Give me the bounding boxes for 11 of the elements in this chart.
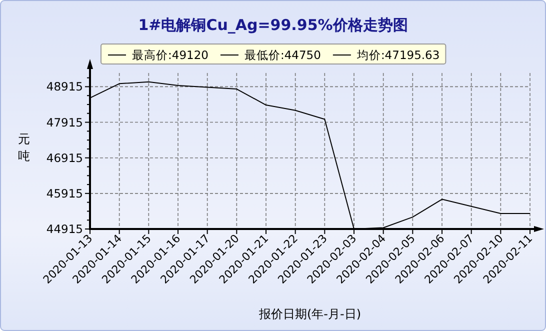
text: 最高价:49120 — [132, 48, 208, 62]
y-tick-label: 46915 — [46, 150, 83, 165]
y-tick-label: 48915 — [46, 80, 83, 94]
chart-title: 1#电解铜Cu_Ag=99.95%价格走势图 — [138, 16, 408, 34]
x-axis-title: 报价日期(年-月-日) — [258, 307, 362, 321]
text: 最低价:44750 — [244, 48, 321, 62]
y-tick-label: 47915 — [46, 115, 83, 130]
y-tick-label: 44915 — [46, 222, 83, 236]
y-axis-title: 元吨 — [18, 132, 30, 163]
text: 均价:47195.63 — [356, 48, 440, 62]
y-tick-label: 45915 — [46, 186, 83, 200]
